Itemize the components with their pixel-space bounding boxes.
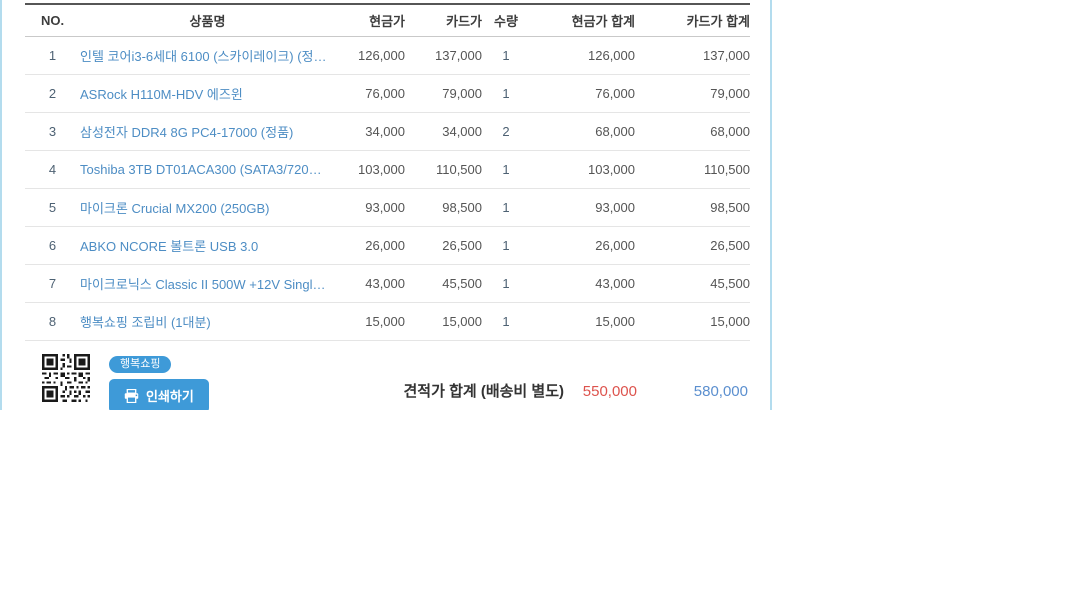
cash-price: 126,000 (335, 36, 405, 75)
product-link[interactable]: ABKO NCORE 볼트론 USB 3.0 (80, 238, 259, 254)
card-total: 15,000 (635, 302, 750, 341)
cash-total: 15,000 (530, 302, 635, 341)
product-link[interactable]: 마이크론 Crucial MX200 (250GB) (80, 200, 270, 216)
card-total: 79,000 (635, 74, 750, 113)
quantity: 1 (482, 264, 530, 303)
row-number: 4 (25, 150, 80, 189)
col-header-card-total: 카드가 합계 (635, 4, 750, 37)
cash-total: 126,000 (530, 36, 635, 75)
product-link[interactable]: 행복쇼핑 조립비 (1대분) (80, 314, 211, 330)
header-row: NO. 상품명 현금가 카드가 수량 현금가 합계 카드가 합계 (25, 4, 750, 37)
product-link[interactable]: 마이크로닉스 Classic II 500W +12V Singl… (80, 276, 326, 292)
card-price: 34,000 (405, 112, 482, 151)
table-row: 5 마이크론 Crucial MX200 (250GB) 93,000 98,5… (25, 188, 750, 227)
col-header-product: 상품명 (80, 4, 335, 37)
grand-totals: 견적가 합계 (배송비 별도) 550,000 580,000 (404, 380, 749, 401)
quantity: 1 (482, 226, 530, 265)
quote-panel: NO. 상품명 현금가 카드가 수량 현금가 합계 카드가 합계 1 인텔 코어… (0, 0, 772, 410)
card-total: 68,000 (635, 112, 750, 151)
product-link[interactable]: 인텔 코어i3-6세대 6100 (스카이레이크) (정… (80, 48, 327, 64)
table-row: 2 ASRock H110M-HDV 에즈윈 76,000 79,000 1 7… (25, 74, 750, 113)
card-total: 98,500 (635, 188, 750, 227)
shop-badge: 행복쇼핑 (109, 355, 172, 373)
row-number: 1 (25, 36, 80, 75)
row-number: 7 (25, 264, 80, 303)
table-header: NO. 상품명 현금가 카드가 수량 현금가 합계 카드가 합계 (25, 4, 750, 37)
card-total: 110,500 (635, 150, 750, 189)
cash-total: 76,000 (530, 74, 635, 113)
cash-price: 76,000 (335, 74, 405, 113)
quantity: 1 (482, 302, 530, 341)
row-number: 3 (25, 112, 80, 151)
row-number: 5 (25, 188, 80, 227)
cash-price: 43,000 (335, 264, 405, 303)
table-row: 8 행복쇼핑 조립비 (1대분) 15,000 15,000 1 15,000 … (25, 302, 750, 341)
card-price: 26,500 (405, 226, 482, 265)
col-header-cash-total: 현금가 합계 (530, 4, 635, 37)
card-total: 26,500 (635, 226, 750, 265)
cash-price: 103,000 (335, 150, 405, 189)
print-button-label: 인쇄하기 (146, 389, 194, 404)
table-row: 3 삼성전자 DDR4 8G PC4-17000 (정품) 34,000 34,… (25, 112, 750, 151)
card-price: 45,500 (405, 264, 482, 303)
row-number: 2 (25, 74, 80, 113)
quote-table: NO. 상품명 현금가 카드가 수량 현금가 합계 카드가 합계 1 인텔 코어… (25, 3, 750, 341)
card-price: 137,000 (405, 36, 482, 75)
product-link[interactable]: 삼성전자 DDR4 8G PC4-17000 (정품) (80, 124, 294, 140)
card-price: 110,500 (405, 150, 482, 189)
print-button[interactable]: 인쇄하기 (109, 378, 209, 410)
cash-total: 93,000 (530, 188, 635, 227)
col-header-quantity: 수량 (482, 4, 530, 37)
card-total: 45,500 (635, 264, 750, 303)
quantity: 1 (482, 188, 530, 227)
cash-price: 15,000 (335, 302, 405, 341)
cash-total: 26,000 (530, 226, 635, 265)
cash-price: 26,000 (335, 226, 405, 265)
quantity: 1 (482, 74, 530, 113)
grand-total-label: 견적가 합계 (배송비 별도) (403, 382, 565, 400)
cash-price: 93,000 (335, 188, 405, 227)
card-total: 137,000 (635, 36, 750, 75)
quote-footer: 행복쇼핑 인쇄하기 견적가 합계 (배송비 별도) 550,000 580,00… (42, 353, 749, 410)
card-price: 15,000 (405, 302, 482, 341)
cash-total: 43,000 (530, 264, 635, 303)
quantity: 2 (482, 112, 530, 151)
product-link[interactable]: ASRock H110M-HDV 에즈윈 (80, 86, 243, 102)
printer-icon (124, 388, 139, 403)
col-header-card-price: 카드가 (405, 4, 482, 37)
product-link[interactable]: Toshiba 3TB DT01ACA300 (SATA3/720… (80, 161, 322, 177)
quantity: 1 (482, 36, 530, 75)
card-price: 98,500 (405, 188, 482, 227)
grand-total-card: 580,000 (693, 382, 748, 400)
table-body: 1 인텔 코어i3-6세대 6100 (스카이레이크) (정… 126,000 … (25, 36, 750, 341)
cash-total: 103,000 (530, 150, 635, 189)
qr-code (42, 353, 90, 402)
table-row: 4 Toshiba 3TB DT01ACA300 (SATA3/720… 103… (25, 150, 750, 189)
cash-total: 68,000 (530, 112, 635, 151)
quantity: 1 (482, 150, 530, 189)
row-number: 8 (25, 302, 80, 341)
cash-price: 34,000 (335, 112, 405, 151)
table-row: 7 마이크로닉스 Classic II 500W +12V Singl… 43,… (25, 264, 750, 303)
grand-total-cash: 550,000 (582, 382, 637, 400)
col-header-cash-price: 현금가 (335, 4, 405, 37)
footer-actions: 행복쇼핑 인쇄하기 (109, 354, 209, 410)
col-header-no: NO. (25, 4, 80, 37)
row-number: 6 (25, 226, 80, 265)
table-row: 6 ABKO NCORE 볼트론 USB 3.0 26,000 26,500 1… (25, 226, 750, 265)
card-price: 79,000 (405, 74, 482, 113)
table-row: 1 인텔 코어i3-6세대 6100 (스카이레이크) (정… 126,000 … (25, 36, 750, 75)
